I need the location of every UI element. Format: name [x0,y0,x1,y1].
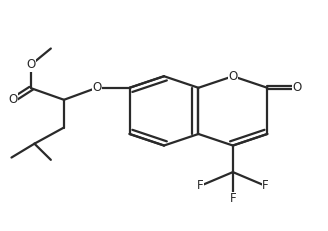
Text: O: O [9,93,18,106]
Text: O: O [27,58,36,71]
Text: F: F [197,179,203,192]
Text: F: F [262,179,269,192]
Text: O: O [292,81,301,94]
Text: O: O [228,70,237,83]
Text: F: F [230,192,236,205]
Text: O: O [92,81,101,94]
